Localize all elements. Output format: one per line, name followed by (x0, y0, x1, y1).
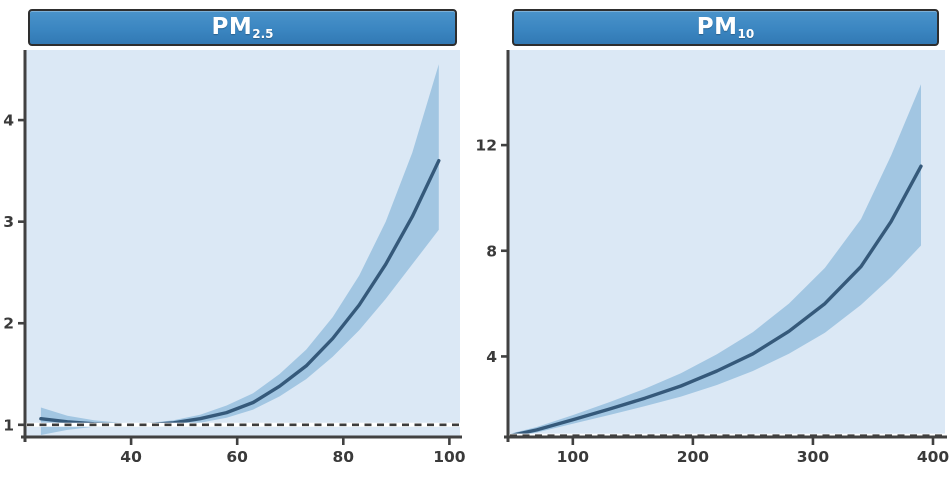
pm10-title-main: PM (696, 13, 738, 40)
pm25-chart-plot: 1 2 3 4 40 60 80 100 (3, 50, 466, 466)
svg-text:100: 100 (433, 448, 466, 466)
svg-text:400: 400 (917, 448, 950, 466)
svg-text:80: 80 (333, 448, 355, 466)
svg-text:300: 300 (797, 448, 830, 466)
pm10-title: PM10 (696, 13, 755, 41)
svg-text:2: 2 (3, 315, 14, 333)
svg-text:200: 200 (677, 448, 710, 466)
pm25-title: PM2.5 (211, 13, 274, 41)
svg-text:100: 100 (557, 448, 590, 466)
svg-text:4: 4 (3, 112, 14, 130)
pm25-title-subscript: 2.5 (252, 26, 274, 41)
svg-text:40: 40 (120, 448, 142, 466)
svg-text:1: 1 (3, 416, 14, 434)
svg-text:60: 60 (226, 448, 248, 466)
pm10-chart-plot: 4 8 12 100 200 300 400 (475, 50, 950, 466)
svg-text:8: 8 (486, 242, 497, 260)
pm25-panel-header: PM2.5 (28, 9, 457, 46)
svg-text:12: 12 (475, 137, 497, 155)
pm10-panel-header: PM10 (512, 9, 939, 46)
pm25-title-main: PM (211, 13, 253, 40)
pm10-title-subscript: 10 (737, 26, 755, 41)
svg-text:4: 4 (486, 348, 497, 366)
svg-text:3: 3 (3, 213, 14, 231)
